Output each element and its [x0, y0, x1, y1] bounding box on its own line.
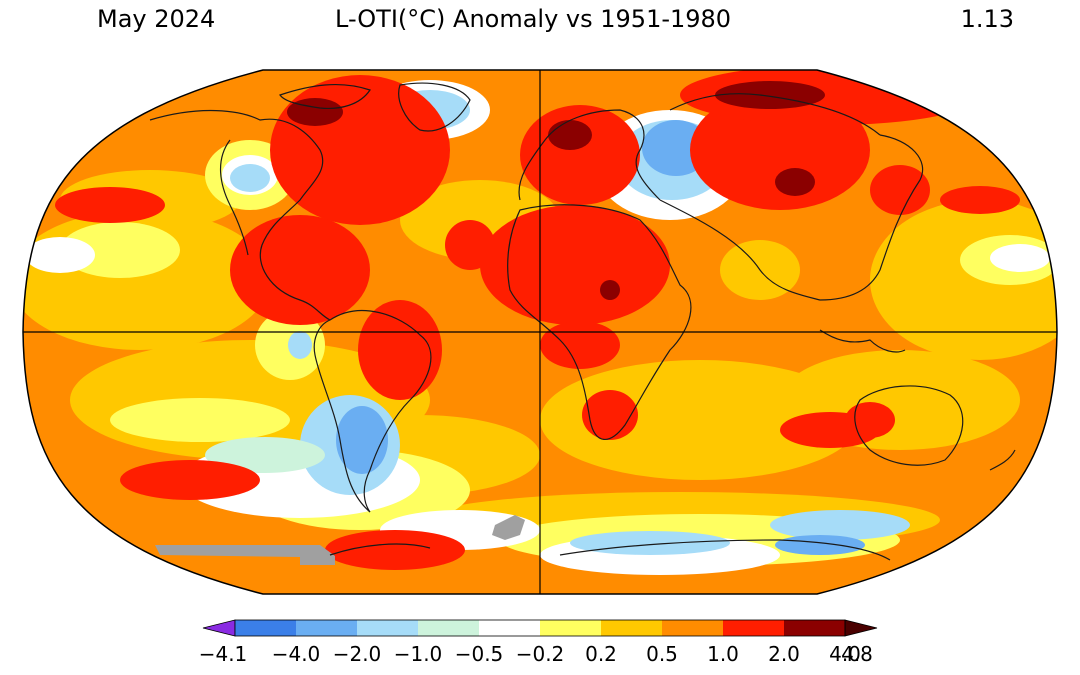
anomaly-zone-yellow — [870, 200, 1057, 360]
indonesia-coast — [819, 329, 906, 353]
coastlines — [149, 82, 1016, 561]
colorbar-tick-label: −4.0 — [271, 642, 321, 666]
anomaly-zone-cool — [230, 164, 270, 192]
colorbar-outline — [234, 619, 846, 637]
colorbar-tick-label: 1.0 — [707, 642, 739, 666]
anomaly-zone-yellow — [540, 360, 860, 480]
anomaly-zone-cool — [205, 437, 325, 473]
colorbar-tick-label: −2.0 — [332, 642, 382, 666]
anomaly-zone-hot — [480, 205, 670, 325]
colorbar-segment — [235, 620, 296, 636]
anomaly-zone-hot — [325, 530, 465, 570]
siberia-coast — [669, 93, 881, 136]
colorbar-arrow-min — [202, 619, 236, 637]
anomaly-zone-cool — [288, 331, 312, 359]
colorbar-segment — [784, 620, 845, 636]
asia-coast — [659, 134, 924, 301]
anomaly-zone-extreme — [775, 168, 815, 196]
anomaly-zone-extreme — [600, 280, 620, 300]
anomaly-zone-cool — [770, 510, 910, 540]
map-date: May 2024 — [97, 5, 216, 33]
colorbar-segment — [296, 620, 357, 636]
colorbar-arrow-max — [844, 619, 878, 637]
no-data-region — [492, 515, 525, 540]
colorbar-tick-label: −4.1 — [198, 642, 248, 666]
anomaly-zone-cold — [775, 535, 865, 555]
global-mean-anomaly: 1.13 — [960, 5, 1014, 33]
africa-coast — [507, 204, 692, 440]
anomaly-zone-extreme — [287, 98, 343, 126]
anomaly-zone-neutral — [25, 237, 95, 273]
colorbar-tick-label: 0.2 — [585, 642, 617, 666]
new-zealand-coast — [989, 449, 1016, 471]
north-america-coast — [149, 109, 331, 321]
colorbar-tick-label: 4.0 — [829, 642, 861, 666]
australia-coast — [854, 385, 964, 466]
antarctic-peninsula-coast — [329, 543, 431, 556]
anomaly-zone-extreme — [715, 81, 825, 109]
colorbar-segment — [418, 620, 479, 636]
anomaly-zone-hot — [940, 186, 1020, 214]
no-data-region — [155, 545, 335, 565]
anomaly-zone-hot — [582, 390, 638, 440]
anomaly-zone-extreme — [548, 120, 592, 150]
europe-coast — [518, 109, 661, 201]
colorbar — [202, 619, 878, 637]
anomaly-zone-hot — [120, 460, 260, 500]
colorbar-tick-label: 4.8 — [841, 642, 873, 666]
colorbar-segment — [357, 620, 418, 636]
colorbar-segment — [479, 620, 540, 636]
anomaly-zone-hot — [870, 165, 930, 215]
colorbar-tick-label: −0.5 — [454, 642, 504, 666]
map-frame — [22, 69, 1058, 595]
colorbar-tick-label: −1.0 — [393, 642, 443, 666]
colorbar-segment — [601, 620, 662, 636]
anomaly-zone-cold — [336, 406, 388, 474]
colorbar-tick-label: 2.0 — [768, 642, 800, 666]
colorbar-segment — [540, 620, 601, 636]
colorbar-tick-label: 0.5 — [646, 642, 678, 666]
anomaly-zone-cool — [570, 531, 730, 555]
arctic-islands-coast — [279, 83, 371, 110]
greenland-coast — [398, 82, 471, 132]
anomaly-zone-hot — [55, 187, 165, 223]
colorbar-segment — [723, 620, 784, 636]
anomaly-zone-neutral — [990, 244, 1050, 272]
south-america-coast — [313, 310, 432, 513]
anomaly-zone-hot — [445, 220, 495, 270]
anomaly-zone-pale — [110, 398, 290, 442]
colorbar-segment — [662, 620, 723, 636]
antarctica-coast — [559, 539, 891, 561]
anomaly-zone-hot — [845, 402, 895, 438]
colorbar-tick-label: −0.2 — [515, 642, 565, 666]
map-title: L-OTI(°C) Anomaly vs 1951-1980 — [335, 5, 732, 33]
north-america-west-coast — [219, 139, 249, 256]
anomaly-zone-hot — [230, 215, 370, 325]
anomaly-zone-hot — [540, 321, 620, 369]
anomaly-zone-hot — [358, 300, 442, 400]
anomaly-zone-hot — [520, 105, 640, 205]
